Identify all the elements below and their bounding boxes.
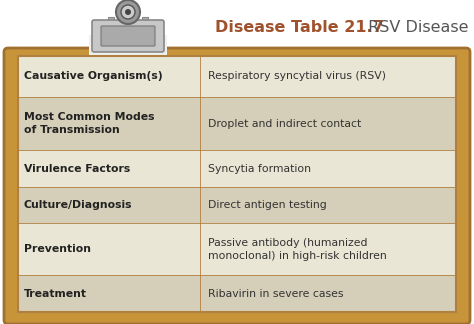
Text: Ribavirin in severe cases: Ribavirin in severe cases — [208, 289, 343, 299]
Text: Culture/Diagnosis: Culture/Diagnosis — [24, 200, 133, 210]
Bar — [18, 275, 456, 312]
Bar — [18, 150, 456, 187]
Text: Respiratory syncytial virus (RSV): Respiratory syncytial virus (RSV) — [208, 71, 386, 81]
Text: Virulence Factors: Virulence Factors — [24, 164, 130, 174]
Bar — [18, 97, 456, 150]
FancyBboxPatch shape — [92, 20, 164, 52]
Text: Direct antigen testing: Direct antigen testing — [208, 200, 327, 210]
Text: Passive antibody (humanized
monoclonal) in high-risk children: Passive antibody (humanized monoclonal) … — [208, 238, 386, 261]
Text: Disease Table 21.7: Disease Table 21.7 — [215, 20, 384, 36]
Bar — [18, 56, 456, 97]
Circle shape — [116, 0, 140, 24]
Text: Droplet and indirect contact: Droplet and indirect contact — [208, 119, 361, 129]
Text: Prevention: Prevention — [24, 244, 91, 254]
Bar — [18, 223, 456, 275]
Bar — [108, 17, 114, 50]
FancyBboxPatch shape — [4, 48, 470, 324]
Text: RSV Disease: RSV Disease — [363, 20, 468, 36]
Text: Treatment: Treatment — [24, 289, 87, 299]
Text: Syncytia formation: Syncytia formation — [208, 164, 311, 174]
Bar — [18, 187, 456, 223]
Circle shape — [121, 5, 135, 19]
Text: Causative Organism(s): Causative Organism(s) — [24, 71, 163, 81]
Bar — [18, 56, 456, 312]
Bar — [0, 0, 474, 52]
FancyBboxPatch shape — [101, 26, 155, 46]
Bar — [89, 35, 167, 55]
Bar — [142, 17, 148, 50]
Circle shape — [125, 9, 131, 15]
Text: Most Common Modes
of Transmission: Most Common Modes of Transmission — [24, 112, 155, 135]
